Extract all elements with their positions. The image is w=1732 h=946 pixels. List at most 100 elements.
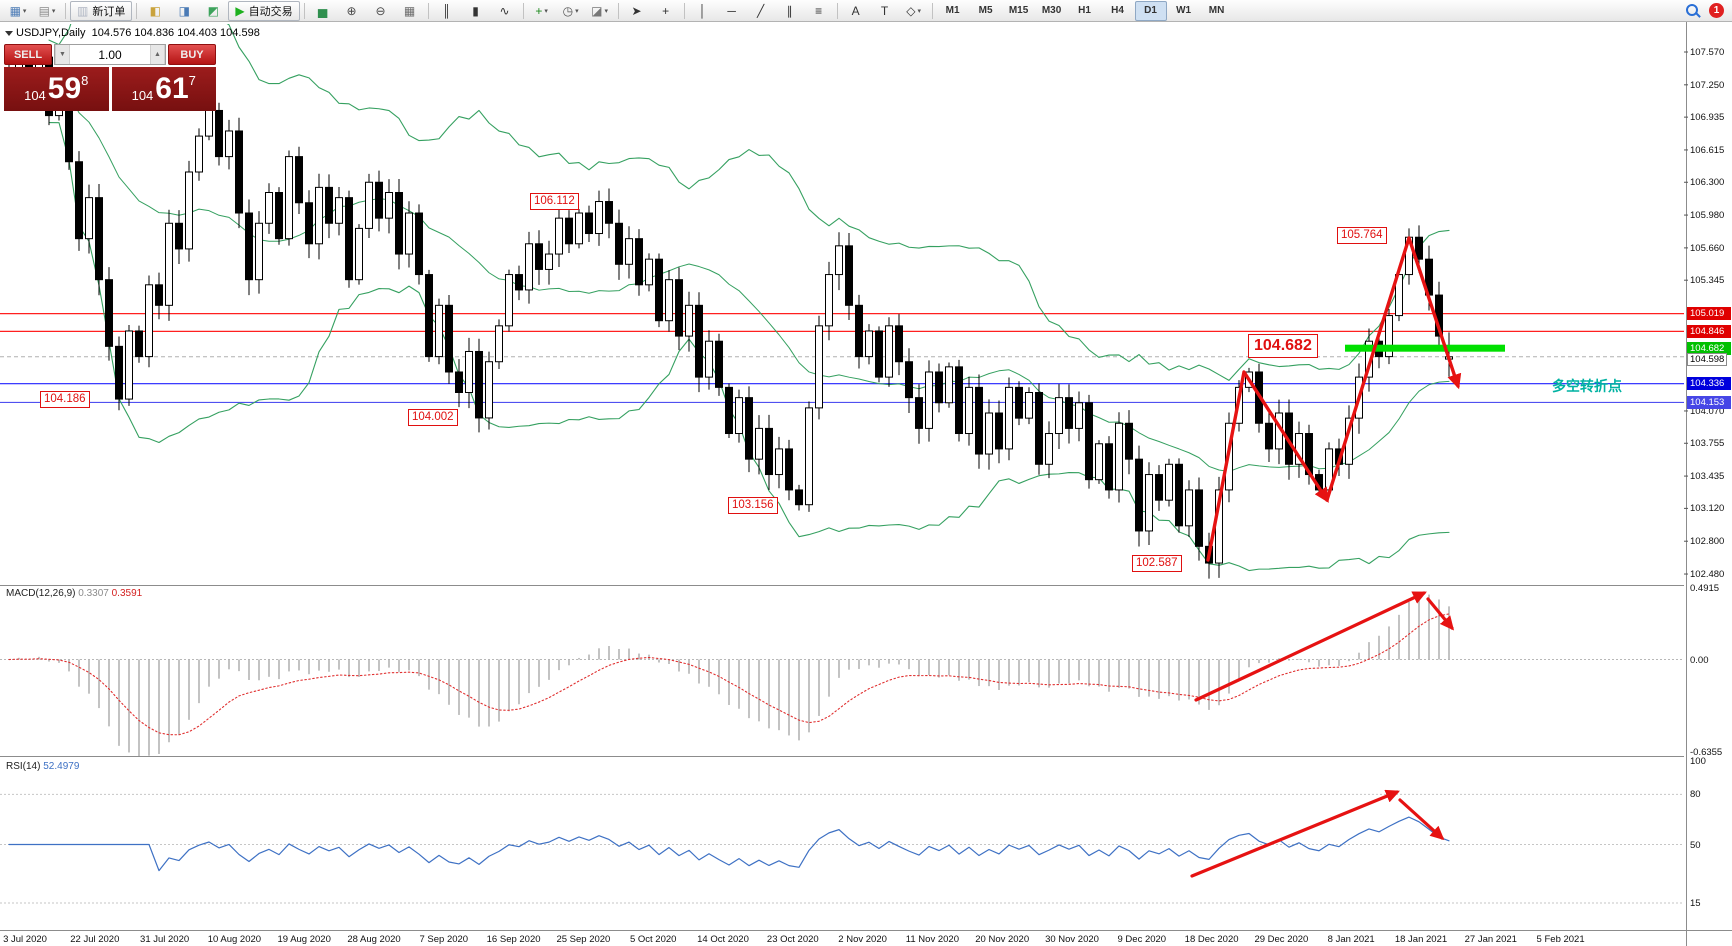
- templates-button[interactable]: ◪ ▾: [586, 1, 614, 21]
- add-indicator-button[interactable]: + ▾: [528, 1, 556, 21]
- price-callout-103.156[interactable]: 103.156: [728, 497, 778, 514]
- one-click-trading-panel: SELL ▼ ▲ BUY 104 59 8 104 61 7: [4, 44, 216, 111]
- rsi-trend-arrow[interactable]: [1190, 789, 1400, 878]
- cursor-button[interactable]: ➤: [623, 1, 651, 21]
- time-axis[interactable]: [0, 931, 1684, 946]
- price-callout-106.112[interactable]: 106.112: [530, 193, 579, 210]
- data-window-button[interactable]: ◨: [170, 1, 198, 21]
- candle: [595, 201, 603, 235]
- buy-price-display[interactable]: 104 61 7: [111, 67, 216, 111]
- navigator-button[interactable]: ◩: [199, 1, 227, 21]
- timeframe-m1-button[interactable]: M1: [945, 5, 960, 16]
- label-button[interactable]: T: [871, 1, 899, 21]
- market-watch-button[interactable]: ◧: [141, 1, 169, 21]
- macd-trend-arrow[interactable]: [1426, 597, 1455, 631]
- cursor-icon: ➤: [631, 3, 642, 18]
- candle: [745, 397, 753, 460]
- candle: [315, 186, 323, 245]
- price-callout-104.002[interactable]: 104.002: [408, 409, 458, 426]
- autotrading-icon: ▶: [235, 3, 245, 18]
- vertical-line-button[interactable]: │: [689, 1, 717, 21]
- data-window-icon: ◨: [178, 3, 191, 18]
- one-click-collapse-icon[interactable]: [5, 31, 13, 36]
- candle: [915, 397, 923, 429]
- text-button[interactable]: A: [842, 1, 870, 21]
- price-callout-105.764[interactable]: 105.764: [1337, 227, 1387, 244]
- price-callout-104.186[interactable]: 104.186: [40, 391, 90, 408]
- symbol-ohlc-label: USDJPY,Daily 104.576 104.836 104.403 104…: [16, 27, 260, 39]
- volume-control: ▼ ▲: [54, 44, 166, 65]
- price-axis[interactable]: [1686, 22, 1732, 931]
- sell-price-figure: 104: [24, 87, 46, 103]
- notification-badge[interactable]: 1: [1709, 3, 1724, 18]
- candle: [1265, 422, 1273, 450]
- turning-point-annotation[interactable]: 多空转折点: [1552, 378, 1622, 394]
- support-level-highlight[interactable]: [1345, 344, 1505, 352]
- candle: [1095, 443, 1103, 481]
- trendline-button[interactable]: ╱: [747, 1, 775, 21]
- candle-chart-icon: ▮: [472, 3, 479, 18]
- candle: [955, 366, 963, 435]
- line-chart-button[interactable]: ∿: [491, 1, 519, 21]
- shapes-button[interactable]: ◇ ▾: [900, 1, 928, 21]
- crosshair-button[interactable]: +: [652, 1, 680, 21]
- candle: [75, 161, 83, 240]
- volume-down-button[interactable]: ▼: [55, 45, 70, 64]
- timeframe-m15-button[interactable]: M15: [1008, 5, 1029, 16]
- candle: [1135, 458, 1143, 532]
- market-watch-icon: ◧: [149, 3, 162, 18]
- candle: [815, 325, 823, 409]
- macd-trend-arrow[interactable]: [1194, 591, 1427, 702]
- price-callout-104.682[interactable]: 104.682: [1248, 334, 1318, 358]
- candle: [825, 274, 833, 327]
- horizontal-line-button[interactable]: ─: [718, 1, 746, 21]
- candle: [995, 412, 1003, 450]
- volume-input[interactable]: [70, 45, 150, 64]
- timeframe-h1-button[interactable]: H1: [1078, 5, 1091, 16]
- fibonacci-icon: ≡: [815, 3, 823, 18]
- candle-chart-button[interactable]: ▮: [462, 1, 490, 21]
- profiles-button[interactable]: ▤ ▾: [33, 1, 61, 21]
- timeframe-mn-button[interactable]: MN: [1208, 5, 1225, 16]
- timeframe-h4-button[interactable]: H4: [1111, 5, 1124, 16]
- sell-button[interactable]: SELL: [4, 44, 52, 65]
- toolbar-separator: [931, 2, 933, 19]
- rsi-trend-arrow[interactable]: [1398, 798, 1445, 841]
- trend-arrow[interactable]: [1325, 236, 1462, 502]
- candle: [135, 330, 143, 358]
- channel-button[interactable]: ∥: [776, 1, 804, 21]
- timeframe-w1-button[interactable]: W1: [1176, 5, 1192, 16]
- candle: [755, 427, 763, 460]
- price-callout-102.587[interactable]: 102.587: [1132, 555, 1182, 572]
- periods-button[interactable]: ◷ ▾: [557, 1, 585, 21]
- search-icon[interactable]: [1685, 3, 1700, 18]
- zoom-in-button[interactable]: ⊕: [338, 1, 366, 21]
- bar-chart-button[interactable]: ║: [433, 1, 461, 21]
- candle: [675, 279, 683, 337]
- candle: [635, 238, 643, 286]
- sell-price-display[interactable]: 104 59 8: [4, 67, 109, 111]
- candle: [495, 325, 503, 363]
- candle: [185, 171, 193, 250]
- new-order-icon: ▥: [77, 3, 89, 18]
- timeframe-d1-button[interactable]: D1: [1134, 0, 1167, 21]
- new-chart-button[interactable]: ▦ ▾: [4, 1, 32, 21]
- zoom-out-button[interactable]: ⊖: [367, 1, 395, 21]
- autotrading-button[interactable]: ▶ 自动交易: [228, 0, 300, 21]
- fibonacci-button[interactable]: ≡: [805, 1, 833, 21]
- autotrading-button-label: 自动交易: [248, 5, 293, 18]
- indicator-list-button[interactable]: ▅: [309, 1, 337, 21]
- toolbar: ▦ ▾ ▤ ▾ ▥ 新订单 ◧ ◨ ◩ ▶ 自动交易 ▅ ⊕ ⊖ ▦ ║ ▮ ∿ + ▾ ◷ ▾ ◪ ▾ ➤ + │ ─ ╱ ∥ ≡ A T ◇ ▾…: [0, 0, 1732, 22]
- buy-button[interactable]: BUY: [168, 44, 216, 65]
- trend-arrow[interactable]: [1206, 370, 1329, 562]
- volume-up-button[interactable]: ▲: [150, 45, 165, 64]
- candle: [945, 366, 953, 404]
- shapes-icon: ◇: [906, 3, 916, 18]
- new-order-button[interactable]: ▥ 新订单: [70, 0, 133, 21]
- tile-windows-button[interactable]: ▦: [396, 1, 424, 21]
- candle: [115, 345, 123, 400]
- timeframe-m5-button[interactable]: M5: [978, 5, 993, 16]
- candle: [395, 192, 403, 255]
- timeframe-m30-button[interactable]: M30: [1041, 5, 1062, 16]
